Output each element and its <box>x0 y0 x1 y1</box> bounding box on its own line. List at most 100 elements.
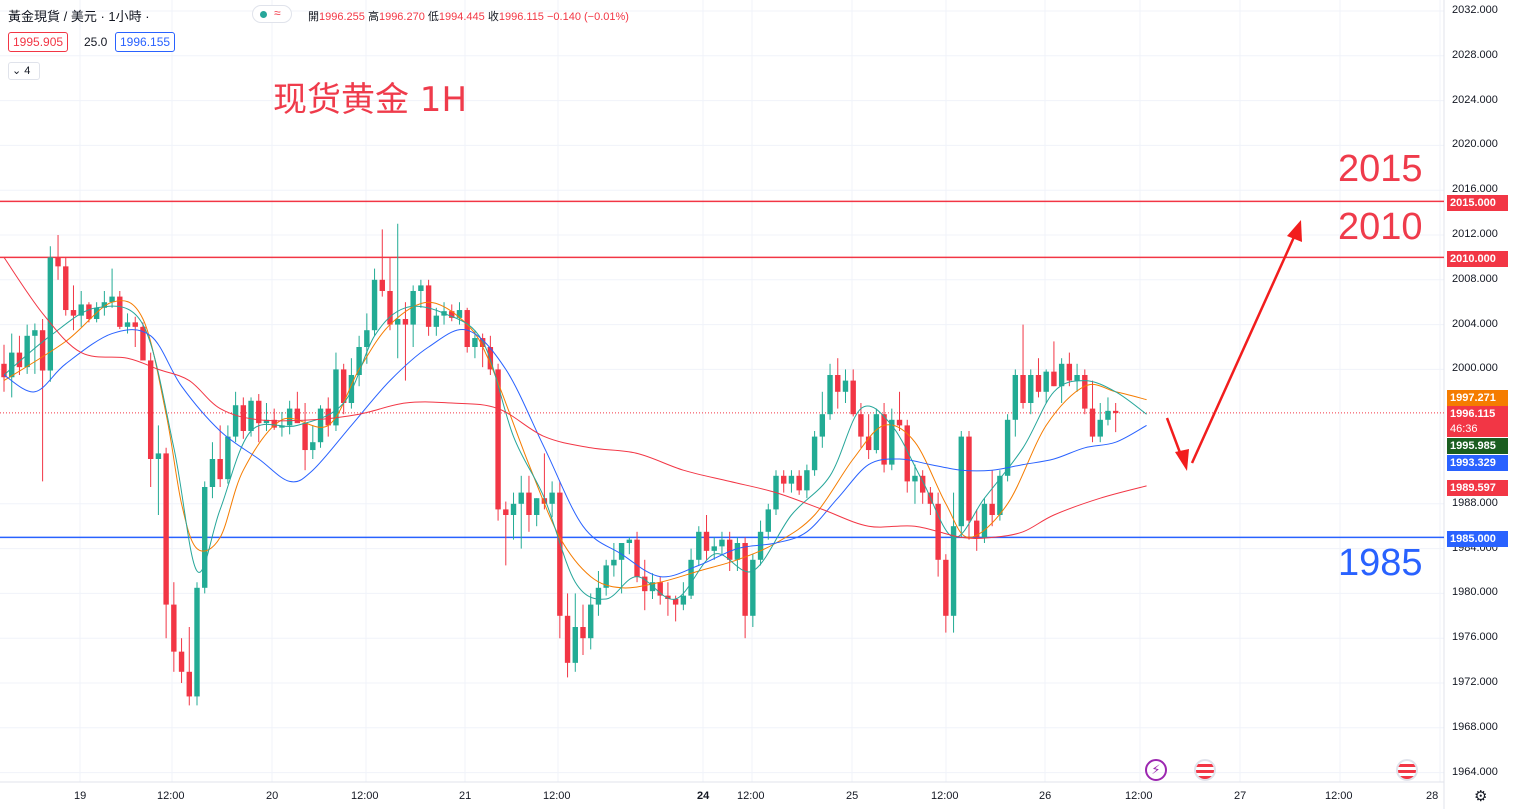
candle[interactable] <box>881 403 887 473</box>
candle[interactable] <box>804 464 810 499</box>
candle[interactable] <box>1043 369 1049 403</box>
candle[interactable] <box>495 363 501 521</box>
candle[interactable] <box>1012 369 1019 437</box>
candle[interactable] <box>178 638 185 683</box>
candle[interactable] <box>696 526 702 566</box>
market-status-pill[interactable]: ≈ <box>252 5 292 23</box>
candle[interactable] <box>472 330 478 359</box>
indicators-toggle[interactable]: ⌄ 4 <box>8 62 40 80</box>
candle[interactable] <box>456 302 463 325</box>
candle[interactable] <box>526 475 532 532</box>
candle[interactable] <box>225 425 231 484</box>
candle[interactable] <box>912 464 918 504</box>
candle[interactable] <box>171 582 177 672</box>
candle[interactable] <box>904 419 910 493</box>
down-arrow-head[interactable] <box>1175 449 1189 471</box>
candle[interactable] <box>734 537 741 571</box>
candle[interactable] <box>765 503 771 540</box>
candle[interactable] <box>39 319 46 482</box>
candle[interactable] <box>263 403 270 431</box>
candle[interactable] <box>47 246 54 382</box>
candle[interactable] <box>310 425 316 459</box>
candle[interactable] <box>86 302 92 323</box>
candle[interactable] <box>410 285 416 347</box>
candle[interactable] <box>271 408 277 430</box>
candle[interactable] <box>811 431 818 476</box>
candle[interactable] <box>155 425 162 515</box>
candle[interactable] <box>564 593 571 678</box>
up-arrow-head[interactable] <box>1287 220 1302 242</box>
gear-icon[interactable]: ⚙ <box>1474 788 1488 805</box>
candle[interactable] <box>325 397 331 437</box>
candle[interactable] <box>1097 403 1103 443</box>
candle[interactable] <box>750 554 756 627</box>
candle[interactable] <box>742 537 748 639</box>
candle[interactable] <box>634 531 640 583</box>
candle[interactable] <box>63 257 69 316</box>
candle[interactable] <box>449 304 455 322</box>
candle[interactable] <box>371 268 378 336</box>
candle[interactable] <box>974 509 980 551</box>
level-label-2010[interactable]: 2010 <box>1338 206 1423 248</box>
level-label-2015[interactable]: 2015 <box>1338 148 1423 190</box>
candle[interactable] <box>835 358 841 409</box>
symbol-header[interactable]: 黃金現貨 / 美元 · 1小時 · <box>8 6 150 25</box>
candle[interactable] <box>240 397 247 439</box>
candle[interactable] <box>1105 397 1111 426</box>
candle[interactable] <box>533 498 540 527</box>
sell-button[interactable]: 1995.905 <box>8 32 69 52</box>
candle[interactable] <box>117 291 123 330</box>
candle[interactable] <box>70 285 77 331</box>
candle[interactable] <box>966 431 972 540</box>
candle[interactable] <box>603 559 609 596</box>
candle[interactable] <box>9 333 15 398</box>
candle[interactable] <box>827 363 833 420</box>
candle[interactable] <box>348 358 355 409</box>
candle[interactable] <box>572 593 578 672</box>
candle[interactable] <box>340 363 347 415</box>
candle[interactable] <box>611 543 617 577</box>
candle[interactable] <box>950 492 957 633</box>
candle[interactable] <box>209 442 216 499</box>
candle[interactable] <box>356 335 362 387</box>
candle[interactable] <box>989 470 995 527</box>
candle[interactable] <box>943 554 949 633</box>
candle[interactable] <box>510 492 517 540</box>
candle[interactable] <box>896 391 903 431</box>
candle[interactable] <box>1 344 7 392</box>
candle[interactable] <box>997 470 1003 521</box>
candle[interactable] <box>1112 403 1119 433</box>
candle[interactable] <box>317 405 324 448</box>
candle[interactable] <box>958 431 964 538</box>
candle[interactable] <box>850 369 856 417</box>
candle[interactable] <box>279 411 285 437</box>
candle[interactable] <box>101 291 108 316</box>
ma-mid-line[interactable] <box>3 305 1147 600</box>
candle[interactable] <box>1051 341 1057 387</box>
candle[interactable] <box>781 470 787 493</box>
candle[interactable] <box>711 537 717 560</box>
candle[interactable] <box>487 335 494 375</box>
candle[interactable] <box>1066 352 1073 387</box>
candle[interactable] <box>703 515 710 560</box>
chart-annotation-title[interactable]: 现货黄金 1H <box>273 80 468 120</box>
candle[interactable] <box>294 391 301 424</box>
candle[interactable] <box>873 408 880 454</box>
moving-averages[interactable] <box>3 257 1147 600</box>
candle[interactable] <box>24 324 30 374</box>
level-label-1985[interactable]: 1985 <box>1338 542 1423 584</box>
candle[interactable] <box>865 414 872 459</box>
candle[interactable] <box>248 397 254 437</box>
candle[interactable] <box>935 492 941 577</box>
candle[interactable] <box>672 595 679 622</box>
candle[interactable] <box>503 501 509 566</box>
us-flag-icon[interactable] <box>1194 759 1216 781</box>
drawing-arrows[interactable] <box>1165 220 1302 471</box>
candle[interactable] <box>132 316 138 347</box>
candle[interactable] <box>889 408 895 471</box>
candle[interactable] <box>402 302 409 381</box>
candle[interactable] <box>518 475 524 549</box>
candle[interactable] <box>981 498 988 543</box>
candle[interactable] <box>665 582 671 616</box>
